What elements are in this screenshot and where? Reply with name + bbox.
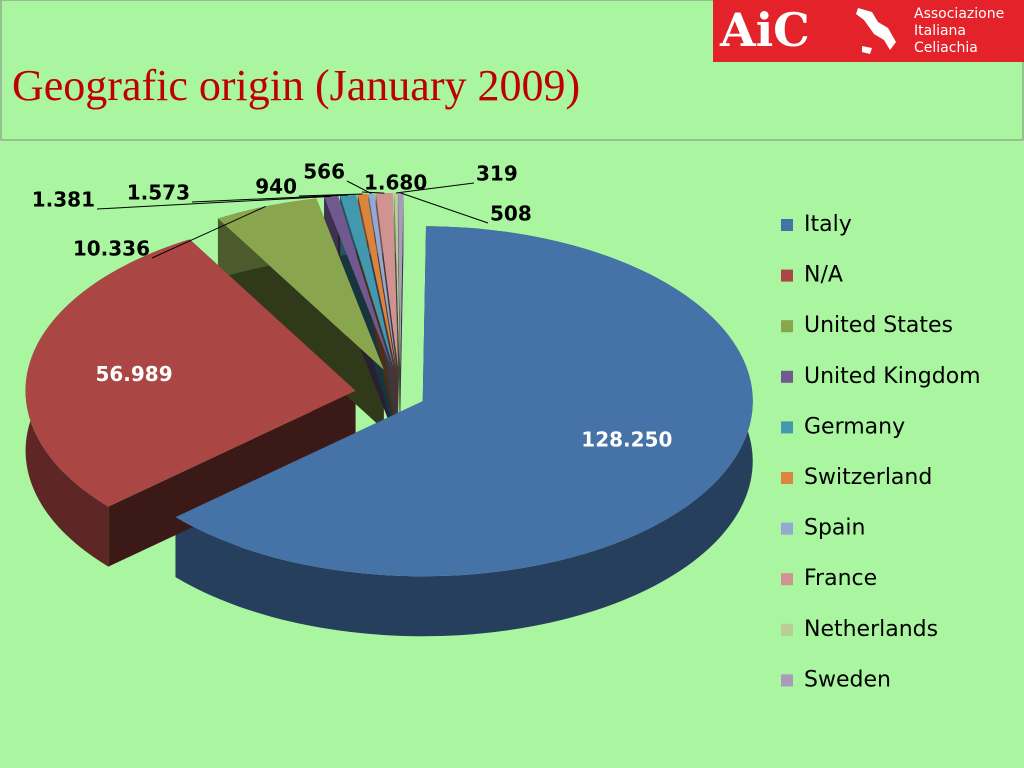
legend-label: Sweden bbox=[804, 667, 891, 692]
data-label: 1.573 bbox=[127, 181, 190, 205]
logo-map bbox=[856, 8, 896, 54]
data-label: 128.250 bbox=[581, 428, 672, 452]
legend-label: United States bbox=[804, 313, 953, 338]
data-label: 940 bbox=[255, 175, 297, 199]
slice bbox=[357, 193, 396, 369]
leader-line bbox=[361, 191, 385, 194]
legend-swatch bbox=[781, 573, 793, 586]
legend-label: United Kingdom bbox=[804, 364, 981, 389]
logo-mark: AiC bbox=[719, 3, 810, 57]
legend-label: Switzerland bbox=[804, 465, 932, 490]
legend-label: France bbox=[804, 566, 877, 591]
slice bbox=[368, 193, 397, 369]
logo-line: Associazione bbox=[914, 6, 1004, 22]
slice-wall bbox=[398, 193, 404, 429]
slice bbox=[398, 193, 404, 369]
leader-line bbox=[346, 180, 372, 195]
legend-swatch bbox=[781, 219, 793, 231]
legend-label: Italy bbox=[804, 212, 852, 237]
data-label: 56.989 bbox=[95, 362, 172, 386]
leader-line bbox=[298, 193, 363, 197]
legend-swatch bbox=[781, 370, 793, 383]
legend-swatch bbox=[781, 623, 793, 636]
slice bbox=[375, 193, 399, 369]
slice-side bbox=[175, 226, 753, 637]
slice bbox=[324, 195, 392, 369]
data-label: 566 bbox=[303, 160, 345, 184]
leader-line bbox=[191, 194, 349, 203]
data-label: 1.680 bbox=[364, 171, 427, 195]
legend-swatch bbox=[781, 269, 793, 282]
legend-label: Spain bbox=[804, 516, 865, 541]
slice bbox=[217, 198, 384, 370]
legend-label: Germany bbox=[804, 414, 905, 439]
slice bbox=[25, 239, 356, 507]
data-label: 319 bbox=[476, 162, 518, 186]
logo-line: Celiachia bbox=[914, 40, 978, 56]
slice-wall bbox=[217, 198, 384, 430]
legend-swatch bbox=[781, 522, 793, 535]
legend-label: Netherlands bbox=[804, 617, 938, 642]
leader-line bbox=[96, 195, 332, 210]
title-frame bbox=[0, 0, 1024, 141]
legend-swatch bbox=[781, 674, 793, 687]
data-label: 1.381 bbox=[32, 188, 95, 212]
leader-line bbox=[400, 192, 489, 224]
data-label: 10.336 bbox=[73, 237, 150, 261]
legend-swatch bbox=[781, 421, 793, 434]
leader-line bbox=[395, 182, 475, 194]
legend-label: N/A bbox=[804, 263, 843, 288]
slice bbox=[394, 193, 400, 369]
slice bbox=[175, 226, 753, 577]
leader-line bbox=[151, 205, 266, 259]
data-label: 508 bbox=[490, 202, 532, 226]
legend-swatch bbox=[781, 320, 793, 333]
legend-swatch bbox=[781, 472, 793, 484]
logo-line: Italiana bbox=[914, 23, 966, 39]
slice bbox=[340, 194, 394, 369]
chart-title: Geografic origin (January 2009) bbox=[12, 61, 580, 110]
slice-wall bbox=[108, 239, 356, 567]
